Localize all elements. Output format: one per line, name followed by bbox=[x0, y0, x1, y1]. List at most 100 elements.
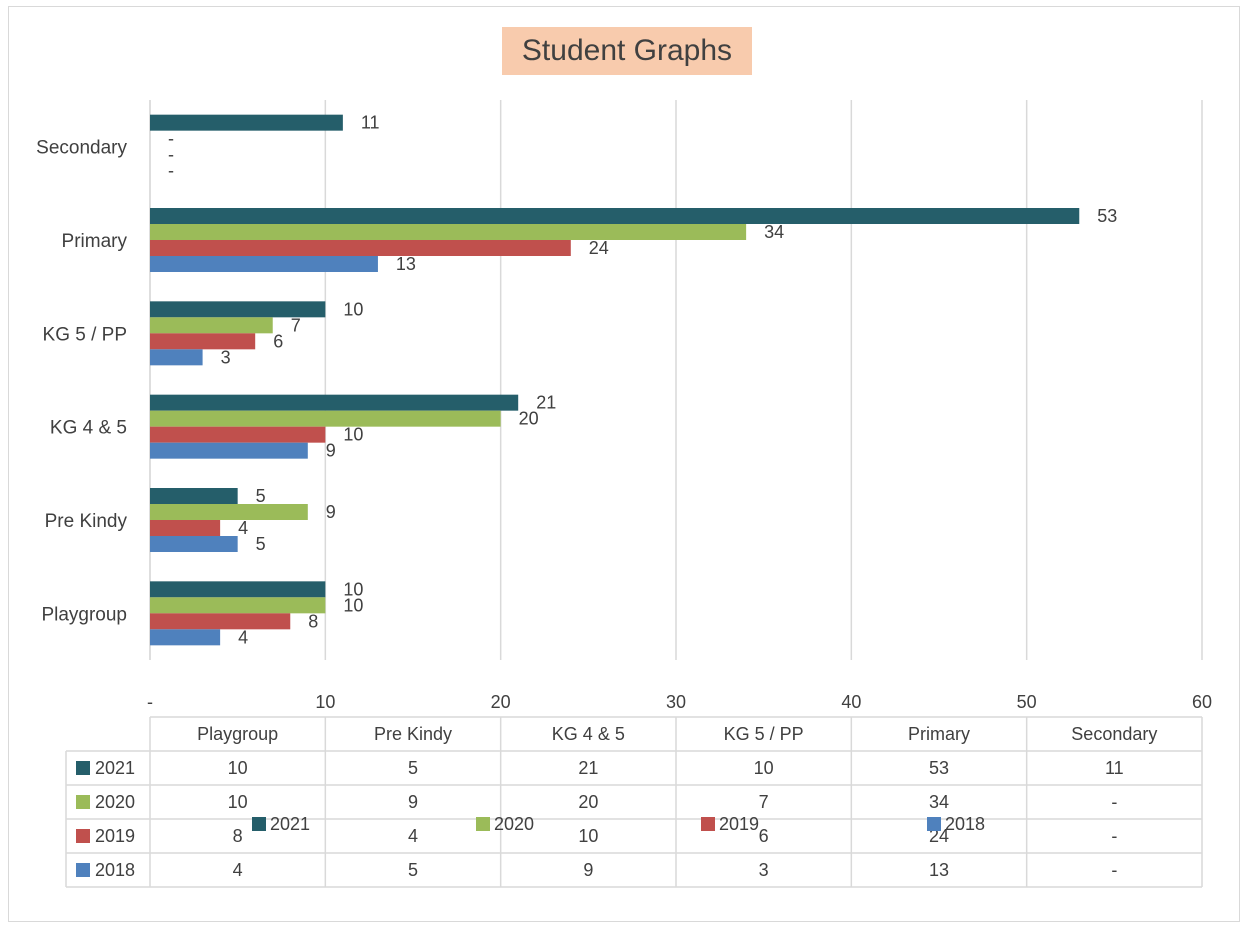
table-cell-2021-kg-4-5: 21 bbox=[578, 758, 598, 778]
table-header-secondary: Secondary bbox=[1071, 724, 1157, 744]
table-cell-2021-secondary: 11 bbox=[1105, 758, 1124, 778]
table-header-pre-kindy: Pre Kindy bbox=[374, 724, 452, 744]
bar-2020-playgroup bbox=[150, 597, 326, 614]
legend-label-2018: 2018 bbox=[945, 814, 985, 834]
table-cell-2020-secondary: - bbox=[1111, 792, 1117, 812]
bar-2019-kg-5-pp bbox=[150, 333, 256, 350]
table-legend-key-2018 bbox=[76, 863, 90, 877]
bar-2021-secondary bbox=[150, 114, 343, 131]
data-label-2021-primary: 53 bbox=[1097, 206, 1117, 226]
data-label-2018-kg-4-5: 9 bbox=[326, 441, 336, 461]
chart-title: Student Graphs bbox=[502, 27, 752, 75]
table-cell-2018-secondary: - bbox=[1111, 860, 1117, 880]
bar-2020-kg-5-pp bbox=[150, 317, 273, 334]
legend-key-2020 bbox=[476, 817, 490, 831]
bar-2018-kg-5-pp bbox=[150, 349, 203, 366]
bar-2018-kg-4-5 bbox=[150, 442, 308, 459]
category-label-pre-kindy: Pre Kindy bbox=[45, 511, 128, 532]
legend-label-2020: 2020 bbox=[494, 814, 534, 834]
bar-2019-pre-kindy bbox=[150, 520, 221, 536]
x-tick-label: 20 bbox=[491, 692, 511, 712]
data-label-2018-pre-kindy: 5 bbox=[256, 534, 266, 554]
table-series-name-2018: 2018 bbox=[95, 860, 135, 880]
bar-2020-pre-kindy bbox=[150, 504, 308, 520]
category-label-primary: Primary bbox=[62, 231, 128, 252]
data-label-2019-secondary: - bbox=[168, 145, 174, 165]
x-tick-label: 10 bbox=[315, 692, 335, 712]
bar-2018-playgroup bbox=[150, 629, 221, 646]
category-label-kg-5-pp: KG 5 / PP bbox=[43, 324, 127, 345]
chart-frame bbox=[8, 6, 1240, 922]
table-cell-2018-kg-4-5: 9 bbox=[583, 860, 593, 880]
table-series-name-2020: 2020 bbox=[95, 792, 135, 812]
table-cell-2019-pre-kindy: 4 bbox=[408, 826, 418, 846]
bar-2019-primary bbox=[150, 240, 571, 256]
table-legend-key-2020 bbox=[76, 795, 90, 809]
table-cell-2019-secondary: - bbox=[1111, 826, 1117, 846]
data-label-2020-playgroup: 10 bbox=[343, 595, 363, 615]
legend-label-2021: 2021 bbox=[270, 814, 310, 834]
table-cell-2020-kg-4-5: 20 bbox=[578, 792, 598, 812]
table-series-name-2021: 2021 bbox=[95, 758, 135, 778]
bar-2021-kg-5-pp bbox=[150, 301, 326, 318]
x-tick-label: - bbox=[147, 692, 153, 712]
bar-2019-playgroup bbox=[150, 613, 291, 630]
table-cell-2021-kg-5-pp: 10 bbox=[754, 758, 774, 778]
legend-key-2018 bbox=[927, 817, 941, 831]
table-cell-2020-kg-5-pp: 7 bbox=[759, 792, 769, 812]
data-label-2019-pre-kindy: 4 bbox=[238, 518, 248, 538]
category-label-playgroup: Playgroup bbox=[41, 604, 127, 625]
data-label-2019-playgroup: 8 bbox=[308, 611, 318, 631]
x-tick-label: 40 bbox=[841, 692, 861, 712]
table-legend-key-2021 bbox=[76, 761, 90, 775]
x-tick-label: 50 bbox=[1017, 692, 1037, 712]
data-label-2021-secondary: 11 bbox=[361, 113, 380, 133]
data-label-2018-secondary: - bbox=[168, 161, 174, 181]
legend-key-2021 bbox=[252, 817, 266, 831]
bar-2020-primary bbox=[150, 224, 747, 240]
data-label-2020-secondary: - bbox=[168, 129, 174, 149]
table-cell-2019-playgroup: 8 bbox=[233, 826, 243, 846]
table-cell-2019-kg-5-pp: 6 bbox=[759, 826, 769, 846]
data-label-2020-kg-4-5: 20 bbox=[519, 409, 539, 429]
data-label-2018-kg-5-pp: 3 bbox=[221, 347, 231, 367]
data-label-2020-kg-5-pp: 7 bbox=[291, 315, 301, 335]
table-cell-2021-playgroup: 10 bbox=[228, 758, 248, 778]
table-header-primary: Primary bbox=[908, 724, 970, 744]
bar-2021-playgroup bbox=[150, 581, 326, 598]
data-label-2020-pre-kindy: 9 bbox=[326, 502, 336, 522]
table-cell-2020-primary: 34 bbox=[929, 792, 949, 812]
bar-2021-kg-4-5 bbox=[150, 394, 519, 411]
table-cell-2018-primary: 13 bbox=[929, 860, 949, 880]
x-tick-label: 30 bbox=[666, 692, 686, 712]
table-cell-2020-playgroup: 10 bbox=[228, 792, 248, 812]
data-label-2021-kg-4-5: 21 bbox=[536, 393, 556, 413]
table-header-kg-4-5: KG 4 & 5 bbox=[552, 724, 625, 744]
table-header-kg-5-pp: KG 5 / PP bbox=[724, 724, 804, 744]
bar-2020-kg-4-5 bbox=[150, 410, 501, 427]
bar-2018-pre-kindy bbox=[150, 536, 238, 552]
table-cell-2019-kg-4-5: 10 bbox=[578, 826, 598, 846]
data-label-2019-kg-5-pp: 6 bbox=[273, 331, 283, 351]
table-cell-2018-pre-kindy: 5 bbox=[408, 860, 418, 880]
table-cell-2018-kg-5-pp: 3 bbox=[759, 860, 769, 880]
table-header-playgroup: Playgroup bbox=[197, 724, 278, 744]
table-cell-2018-playgroup: 4 bbox=[233, 860, 243, 880]
data-label-2019-kg-4-5: 10 bbox=[343, 425, 363, 445]
table-cell-2021-primary: 53 bbox=[929, 758, 949, 778]
x-tick-label: 60 bbox=[1192, 692, 1212, 712]
legend-label-2019: 2019 bbox=[719, 814, 759, 834]
bar-2021-primary bbox=[150, 208, 1080, 224]
table-cell-2021-pre-kindy: 5 bbox=[408, 758, 418, 778]
data-label-2021-pre-kindy: 5 bbox=[256, 486, 266, 506]
bar-2021-pre-kindy bbox=[150, 488, 238, 504]
data-label-2021-playgroup: 10 bbox=[343, 579, 363, 599]
table-legend-key-2019 bbox=[76, 829, 90, 843]
legend-key-2019 bbox=[701, 817, 715, 831]
table-series-name-2019: 2019 bbox=[95, 826, 135, 846]
category-label-secondary: Secondary bbox=[36, 138, 127, 159]
category-label-kg-4-5: KG 4 & 5 bbox=[50, 418, 127, 439]
data-label-2021-kg-5-pp: 10 bbox=[343, 299, 363, 319]
data-label-2020-primary: 34 bbox=[764, 222, 784, 242]
